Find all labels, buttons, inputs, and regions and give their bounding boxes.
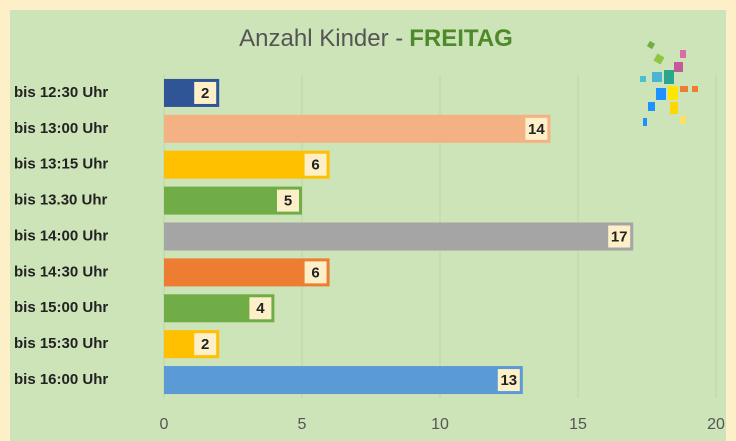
y-tick-label: bis 14:00 Uhr [14,227,108,244]
value-label: 13 [500,372,517,389]
y-tick-label: bis 12:30 Uhr [14,84,108,101]
x-tick-label: 15 [569,416,587,433]
y-tick-label: bis 13:00 Uhr [14,120,108,137]
title-highlight: FREITAG [409,25,513,52]
value-label: 4 [256,300,265,317]
bar [164,222,634,251]
x-tick-label: 0 [160,416,169,433]
value-label-box [304,153,327,176]
logo [640,40,698,126]
value-label: 2 [201,85,209,102]
x-tick-label: 10 [431,416,449,433]
value-label-box [608,225,631,248]
value-label-box [525,117,548,140]
bar [164,258,330,287]
x-tick-label: 20 [707,416,725,433]
bar [164,114,551,143]
value-label: 6 [311,157,319,174]
value-label: 14 [528,121,545,138]
bar [164,150,330,179]
y-tick-label: bis 13.30 Uhr [14,192,108,209]
value-label-box [277,189,299,212]
y-tick-label: bis 15:00 Uhr [14,299,108,316]
chart-title: Anzahl Kinder - FREITAG [239,25,513,52]
value-label-box [194,81,217,104]
y-tick-label: bis 14:30 Uhr [14,263,108,280]
value-label-box [304,261,327,284]
x-tick-label: 5 [298,416,307,433]
y-tick-label: bis 16:00 Uhr [14,371,108,388]
title-text: Anzahl Kinder - [239,25,403,52]
value-label: 6 [311,264,319,281]
bar [164,366,523,395]
value-label: 17 [611,228,628,245]
y-tick-label: bis 15:30 Uhr [14,335,108,352]
value-label-box [497,369,520,392]
value-label-box [249,297,272,320]
y-tick-label: bis 13:15 Uhr [14,156,108,173]
value-label: 2 [201,336,209,353]
value-label-box [194,333,217,356]
value-label: 5 [284,193,292,210]
